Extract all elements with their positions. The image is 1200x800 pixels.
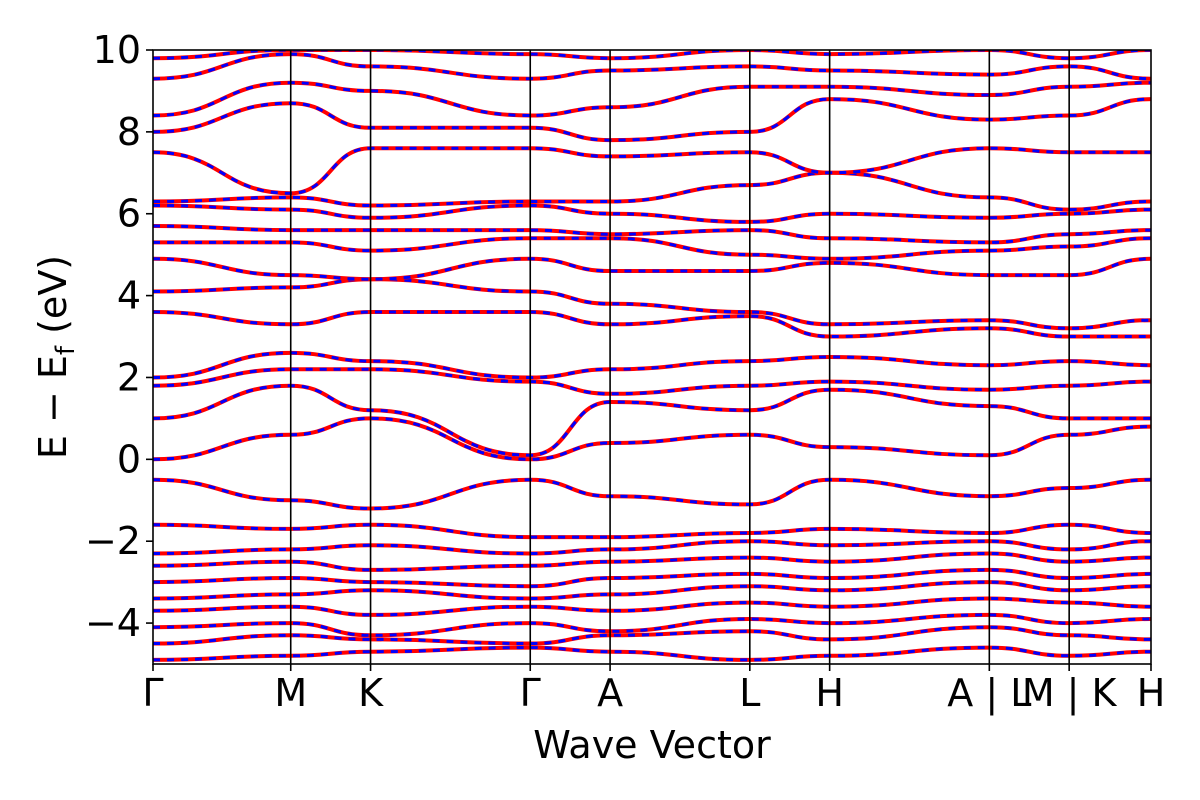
kpoint-lines: [289, 50, 1070, 664]
y-axis-label-unit: (eV): [31, 255, 75, 346]
x-tick-label: A | L: [947, 671, 1031, 716]
band-line-dashed: [153, 257, 1151, 281]
x-axis-ticks: Γ M K Γ A L H A | LM | K H: [142, 664, 1165, 716]
y-tick-label: 4: [117, 274, 141, 318]
band-line-dashed: [153, 50, 1151, 60]
x-tick-label: H: [1137, 671, 1166, 715]
band-line-dashed: [153, 384, 1151, 457]
band-line: [153, 477, 1151, 511]
x-tick-label: H: [815, 671, 844, 715]
y-axis-label-subscript: f: [51, 345, 81, 355]
band-line: [153, 277, 1151, 331]
band-line-dashed: [153, 646, 1151, 662]
band-line-dashed: [153, 551, 1151, 572]
band-line: [153, 367, 1151, 396]
plot-frame: [152, 49, 1152, 665]
band-line-dashed: [153, 568, 1151, 588]
x-tick-label: K: [358, 671, 384, 715]
y-tick-label: 0: [117, 437, 141, 481]
band-line: [153, 309, 1151, 339]
y-axis-ticks: −4 −2 0 2 4 6 8 10: [85, 28, 153, 645]
y-tick-label: 10: [93, 28, 141, 72]
band-line: [153, 645, 1151, 662]
band-line-dashed: [153, 146, 1151, 195]
y-tick-label: −2: [85, 519, 141, 563]
band-line: [153, 80, 1151, 118]
band-line: [153, 580, 1151, 601]
x-axis-label: Wave Vector: [533, 723, 771, 767]
band-line-dashed: [153, 310, 1151, 339]
band-line-dashed: [153, 52, 1151, 81]
x-tick-label: Γ: [142, 671, 163, 715]
x-tick-label: A: [597, 671, 623, 715]
band-line: [153, 97, 1151, 143]
band-line-dashed: [153, 236, 1151, 261]
y-tick-label: 2: [117, 355, 141, 399]
band-line-dashed: [153, 625, 1151, 646]
y-axis-label-main: E − E: [31, 355, 75, 459]
band-line-dashed: [153, 351, 1151, 380]
band-line: [153, 522, 1151, 540]
x-tick-label: L: [739, 671, 760, 715]
x-tick-label: M | K: [1022, 671, 1118, 716]
band-line-dashed: [153, 171, 1151, 212]
band-line: [153, 551, 1151, 572]
band-line-dashed: [153, 224, 1151, 244]
band-line: [153, 596, 1151, 617]
band-line-dashed: [153, 539, 1151, 556]
band-line: [153, 612, 1151, 638]
band-line: [153, 416, 1151, 462]
y-axis-label: E − Ef (eV): [31, 255, 81, 459]
band-line-dashed: [153, 596, 1151, 617]
bands-layer: [153, 50, 1151, 662]
y-tick-label: 6: [117, 192, 141, 236]
band-line-dashed: [153, 81, 1151, 118]
band-line: [153, 383, 1151, 458]
band-line: [153, 203, 1151, 224]
band-line-dashed: [153, 580, 1151, 601]
y-tick-label: 8: [117, 110, 141, 154]
x-tick-label: Γ: [520, 671, 541, 715]
band-line-dashed: [153, 416, 1151, 461]
band-line-dashed: [153, 523, 1151, 539]
x-tick-label: M: [274, 671, 307, 715]
band-line: [153, 539, 1151, 556]
y-tick-label: −4: [85, 601, 141, 645]
